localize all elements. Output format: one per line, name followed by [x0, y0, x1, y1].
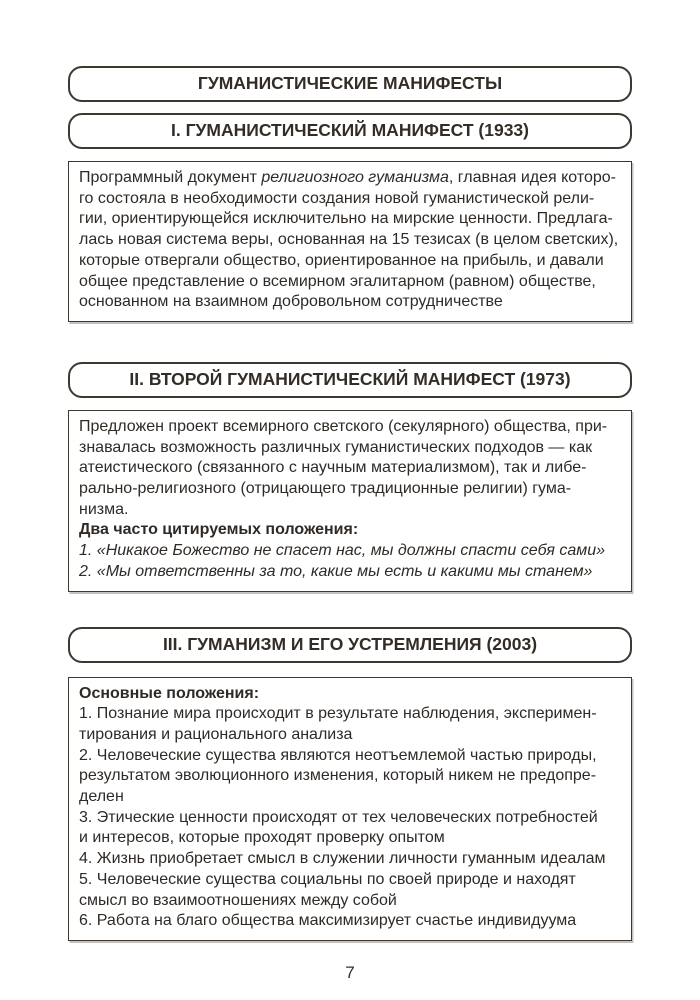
spacer: [0, 592, 700, 627]
section-3-body-box: Основные положения: 1. Познание мира прои…: [68, 676, 632, 941]
section-3-subheading: Основные положения:: [79, 684, 260, 702]
section-1-paragraph-lead: Программный документ: [79, 169, 262, 186]
section-3-heading: III. ГУМАНИЗМ И ЕГО УСТРЕМЛЕНИЯ (2003): [162, 633, 538, 654]
page-number: 7: [345, 962, 355, 982]
spacer: [0, 322, 700, 362]
section-3-item-6: 6. Работа на благо общества максимизируе…: [79, 912, 577, 930]
section-2-heading-box: II. ВТОРОЙ ГУМАНИСТИЧЕСКИЙ МАНИФЕСТ (197…: [68, 361, 632, 398]
section-2-body-box: Предложен проект всемирного светского (с…: [68, 409, 632, 592]
section-2-quote-2: 2. «Мы ответственны за то, какие мы есть…: [79, 562, 593, 580]
section-1-heading-box: I. ГУМАНИСТИЧЕСКИЙ МАНИФЕСТ (1933): [68, 113, 632, 149]
section-3-item-5: 5. Человеческие существа социальны по св…: [79, 870, 576, 909]
section-3-item-3: 3. Этические ценности происходят от тех …: [79, 808, 598, 847]
section-1-italic-term: религиозного гуманизма: [261, 169, 449, 186]
page-title: ГУМАНИСТИЧЕСКИЕ МАНИФЕСТЫ: [197, 73, 503, 93]
spacer: [0, 663, 700, 677]
page-title-box: ГУМАНИСТИЧЕСКИЕ МАНИФЕСТЫ: [68, 66, 632, 102]
spacer: [0, 149, 700, 161]
section-3-item-1: 1. Познание мира происходит в результате…: [79, 705, 597, 743]
section-3-heading-box: III. ГУМАНИЗМ И ЕГО УСТРЕМЛЕНИЯ (2003): [68, 626, 632, 663]
section-2-heading: II. ВТОРОЙ ГУМАНИСТИЧЕСКИЙ МАНИФЕСТ (197…: [129, 368, 571, 389]
section-3-item-2: 2. Человеческие существа являются неотъе…: [79, 746, 597, 806]
spacer: [0, 102, 700, 113]
section-1-heading: I. ГУМАНИСТИЧЕСКИЙ МАНИФЕСТ (1933): [171, 120, 529, 140]
section-3-item-4: 4. Жизнь приобретает смысл в служении ли…: [79, 850, 606, 868]
section-2-quote-1: 1. «Никакое Божество не спасет нас, мы д…: [79, 542, 606, 560]
section-1-body-box: Программный документ религиозного гумани…: [68, 161, 632, 322]
section-1-paragraph-rest: , главная идея которо- го состояла в нео…: [79, 169, 619, 311]
section-2-paragraph: Предложен проект всемирного светского (с…: [79, 417, 608, 518]
spacer: [0, 398, 700, 410]
section-2-subheading: Два часто цитируемых положения:: [79, 521, 359, 539]
